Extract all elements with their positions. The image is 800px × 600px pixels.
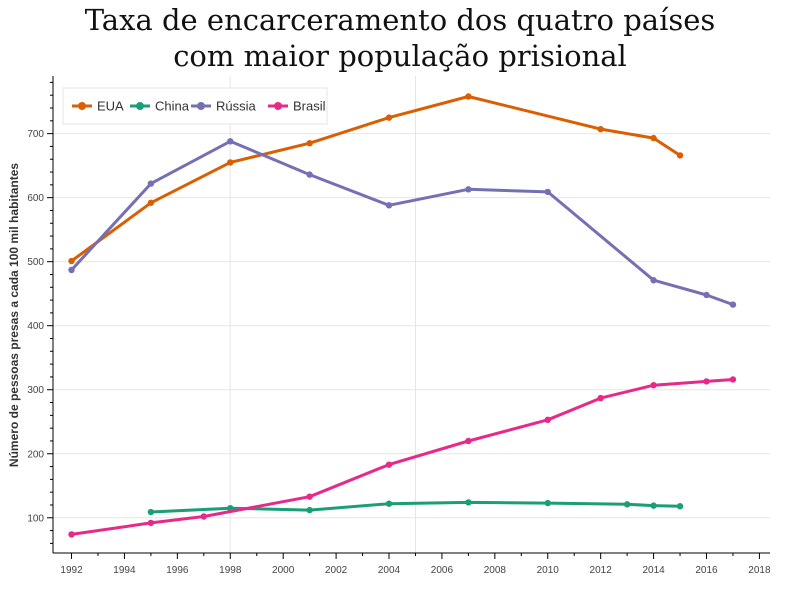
series-group — [68, 93, 737, 538]
data-point-eua — [227, 159, 234, 166]
data-point-brasil — [200, 513, 208, 520]
data-point-brasil — [306, 493, 313, 500]
data-point-russia — [385, 202, 393, 209]
data-point-china — [306, 506, 313, 514]
legend-label-brasil: Brasil — [293, 99, 326, 114]
x-tick-label: 1998 — [219, 565, 242, 576]
data-point-eua — [147, 199, 155, 206]
data-point-eua — [676, 152, 684, 159]
chart-title-line2: com maior população prisional — [173, 39, 627, 73]
data-point-china — [147, 508, 155, 516]
x-tick-label: 2018 — [748, 565, 771, 576]
chart-title-line1: Taxa de encarceramento dos quatro países — [84, 3, 716, 37]
y-tick-label: 700 — [27, 129, 44, 140]
data-point-russia — [68, 266, 75, 274]
x-tick-label: 1992 — [60, 565, 83, 576]
y-tick-label: 500 — [27, 257, 44, 268]
x-tick-label: 1996 — [166, 565, 189, 576]
data-point-eua — [68, 257, 75, 265]
legend-label-eua: EUA — [97, 99, 124, 114]
chart-title: Taxa de encarceramento dos quatro países… — [0, 2, 800, 74]
data-point-china — [623, 501, 631, 508]
legend-label-china: China — [155, 99, 190, 114]
y-axis-label: Número de pessoas presas a cada 100 mil … — [7, 163, 21, 467]
x-tick-label: 2006 — [431, 565, 454, 576]
data-point-brasil — [703, 378, 710, 385]
axes: 100 200 300 400 500 600 700 1992 1994 1996 1998 200… — [27, 76, 771, 576]
data-point-eua — [465, 93, 472, 100]
data-point-russia — [703, 291, 710, 299]
x-tick-label: 2008 — [484, 565, 507, 576]
y-tick-label: 200 — [27, 449, 44, 460]
data-point-brasil — [597, 394, 604, 402]
data-point-russia — [729, 301, 737, 308]
legend-marker-brasil — [274, 102, 282, 110]
y-tick-label: 100 — [27, 513, 44, 524]
data-point-china — [465, 499, 472, 506]
data-point-brasil — [385, 461, 393, 468]
legend: EUA China Rússia Brasil — [62, 87, 328, 125]
x-tick-label: 2004 — [378, 565, 401, 576]
legend-label-russia: Rússia — [216, 99, 257, 114]
x-tick-label: 2012 — [590, 565, 613, 576]
data-point-eua — [306, 140, 313, 147]
data-point-russia — [147, 180, 155, 187]
series-line-russia — [70, 139, 735, 307]
x-tick-label: 2000 — [272, 565, 295, 576]
data-point-brasil — [544, 416, 551, 424]
data-point-china — [676, 503, 684, 510]
data-point-china — [385, 500, 393, 507]
grid-lines — [53, 76, 770, 553]
data-point-russia — [306, 171, 313, 178]
data-point-russia — [650, 277, 657, 284]
x-tick-label: 2014 — [642, 565, 665, 576]
x-tick-label: 1994 — [113, 565, 136, 576]
y-tick-label: 600 — [27, 193, 44, 204]
x-tick-label: 2016 — [695, 565, 718, 576]
data-point-brasil — [147, 519, 155, 527]
data-point-brasil — [650, 382, 657, 389]
plot-area — [53, 76, 770, 553]
legend-marker-china — [136, 102, 144, 110]
x-tick-label: 2010 — [537, 565, 560, 576]
data-point-brasil — [729, 376, 737, 383]
data-point-brasil — [465, 437, 472, 445]
legend-marker-eua — [78, 102, 86, 110]
data-point-russia — [465, 186, 472, 193]
y-tick-label: 400 — [27, 321, 44, 332]
data-point-china — [650, 502, 657, 509]
data-point-russia — [227, 138, 234, 145]
data-point-eua — [385, 114, 393, 121]
data-point-china — [544, 499, 551, 507]
data-point-eua — [597, 125, 604, 133]
x-tick-label: 2002 — [325, 565, 348, 576]
legend-marker-russia — [197, 102, 205, 110]
data-point-russia — [544, 188, 551, 196]
data-point-eua — [650, 134, 657, 142]
y-tick-label: 300 — [27, 385, 44, 396]
data-point-brasil — [68, 531, 75, 538]
